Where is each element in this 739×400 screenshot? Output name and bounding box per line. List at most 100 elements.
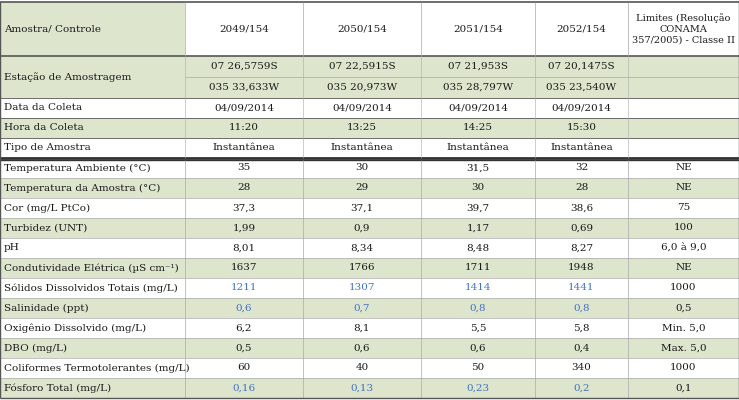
Bar <box>535 218 628 238</box>
Bar <box>628 158 739 178</box>
Bar <box>628 118 739 138</box>
Bar <box>535 98 628 118</box>
Text: 07 20,1475S: 07 20,1475S <box>548 62 615 71</box>
Text: 8,01: 8,01 <box>233 244 256 252</box>
Bar <box>628 198 739 218</box>
Text: 0,1: 0,1 <box>675 384 692 392</box>
Text: 2052/154: 2052/154 <box>556 24 607 34</box>
Text: 37,3: 37,3 <box>233 204 256 212</box>
Text: 0,23: 0,23 <box>466 384 489 392</box>
Text: 0,8: 0,8 <box>470 304 486 312</box>
Text: 2049/154: 2049/154 <box>219 24 269 34</box>
Bar <box>535 2 628 56</box>
Bar <box>0 118 185 138</box>
Bar <box>421 338 535 358</box>
Bar <box>628 378 739 398</box>
Text: 8,34: 8,34 <box>350 244 373 252</box>
Text: 1766: 1766 <box>349 264 375 272</box>
Bar <box>303 2 421 56</box>
Bar <box>185 238 303 258</box>
Text: 0,5: 0,5 <box>236 344 252 352</box>
Text: 8,1: 8,1 <box>354 324 370 332</box>
Bar <box>0 2 185 56</box>
Text: 07 26,5759S: 07 26,5759S <box>211 62 277 71</box>
Bar <box>421 56 535 98</box>
Bar <box>185 218 303 238</box>
Bar <box>421 98 535 118</box>
Bar <box>421 198 535 218</box>
Bar <box>303 278 421 298</box>
Text: 1414: 1414 <box>465 284 491 292</box>
Bar <box>303 298 421 318</box>
Bar <box>0 298 185 318</box>
Text: Fósforo Total (mg/L): Fósforo Total (mg/L) <box>4 383 111 393</box>
Bar <box>421 258 535 278</box>
Bar <box>535 238 628 258</box>
Bar <box>535 178 628 198</box>
Bar <box>628 258 739 278</box>
Text: pH: pH <box>4 244 20 252</box>
Bar <box>303 98 421 118</box>
Bar <box>421 238 535 258</box>
Text: NE: NE <box>675 184 692 192</box>
Text: 28: 28 <box>575 184 588 192</box>
Bar <box>185 158 303 178</box>
Text: 1307: 1307 <box>349 284 375 292</box>
Text: 13:25: 13:25 <box>347 124 377 132</box>
Bar <box>185 298 303 318</box>
Text: Coliformes Termotolerantes (mg/L): Coliformes Termotolerantes (mg/L) <box>4 364 190 372</box>
Text: Temperatura da Amostra (°C): Temperatura da Amostra (°C) <box>4 184 160 192</box>
Bar <box>421 358 535 378</box>
Text: Sólidos Dissolvidos Totais (mg/L): Sólidos Dissolvidos Totais (mg/L) <box>4 283 178 293</box>
Text: Temperatura Ambiente (°C): Temperatura Ambiente (°C) <box>4 164 151 172</box>
Bar <box>185 318 303 338</box>
Text: 14:25: 14:25 <box>463 124 493 132</box>
Text: 0,6: 0,6 <box>236 304 252 312</box>
Text: 8,48: 8,48 <box>466 244 489 252</box>
Bar <box>0 138 185 158</box>
Text: Oxigênio Dissolvido (mg/L): Oxigênio Dissolvido (mg/L) <box>4 323 146 333</box>
Text: 0,5: 0,5 <box>675 304 692 312</box>
Bar <box>535 198 628 218</box>
Text: DBO (mg/L): DBO (mg/L) <box>4 344 67 352</box>
Text: Limites (Resolução
CONAMA
357/2005) - Classe II: Limites (Resolução CONAMA 357/2005) - Cl… <box>632 14 735 44</box>
Text: Min. 5,0: Min. 5,0 <box>661 324 705 332</box>
Text: 0,6: 0,6 <box>354 344 370 352</box>
Text: 5,8: 5,8 <box>573 324 590 332</box>
Text: 29: 29 <box>355 184 369 192</box>
Text: 6,2: 6,2 <box>236 324 252 332</box>
Bar <box>628 56 739 98</box>
Bar <box>535 318 628 338</box>
Text: Max. 5,0: Max. 5,0 <box>661 344 706 352</box>
Bar <box>185 2 303 56</box>
Text: Condutividade Elétrica (µS cm⁻¹): Condutividade Elétrica (µS cm⁻¹) <box>4 263 179 273</box>
Text: 2051/154: 2051/154 <box>453 24 503 34</box>
Text: 04/09/2014: 04/09/2014 <box>214 104 274 112</box>
Text: 100: 100 <box>673 224 693 232</box>
Bar <box>303 118 421 138</box>
Text: 11:20: 11:20 <box>229 124 259 132</box>
Bar <box>185 358 303 378</box>
Bar <box>0 56 185 98</box>
Bar <box>0 338 185 358</box>
Bar <box>185 378 303 398</box>
Bar <box>535 158 628 178</box>
Bar <box>535 298 628 318</box>
Bar <box>0 378 185 398</box>
Text: 1,99: 1,99 <box>233 224 256 232</box>
Bar <box>421 118 535 138</box>
Bar <box>0 178 185 198</box>
Text: Turbidez (UNT): Turbidez (UNT) <box>4 224 87 232</box>
Text: 1637: 1637 <box>231 264 257 272</box>
Text: 30: 30 <box>355 164 369 172</box>
Text: 0,9: 0,9 <box>354 224 370 232</box>
Text: 0,13: 0,13 <box>350 384 373 392</box>
Text: 6,0 à 9,0: 6,0 à 9,0 <box>661 244 706 252</box>
Text: 04/09/2014: 04/09/2014 <box>448 104 508 112</box>
Bar <box>303 318 421 338</box>
Text: 37,1: 37,1 <box>350 204 373 212</box>
Bar <box>185 258 303 278</box>
Text: 31,5: 31,5 <box>466 164 489 172</box>
Text: 1441: 1441 <box>568 284 595 292</box>
Text: 39,7: 39,7 <box>466 204 489 212</box>
